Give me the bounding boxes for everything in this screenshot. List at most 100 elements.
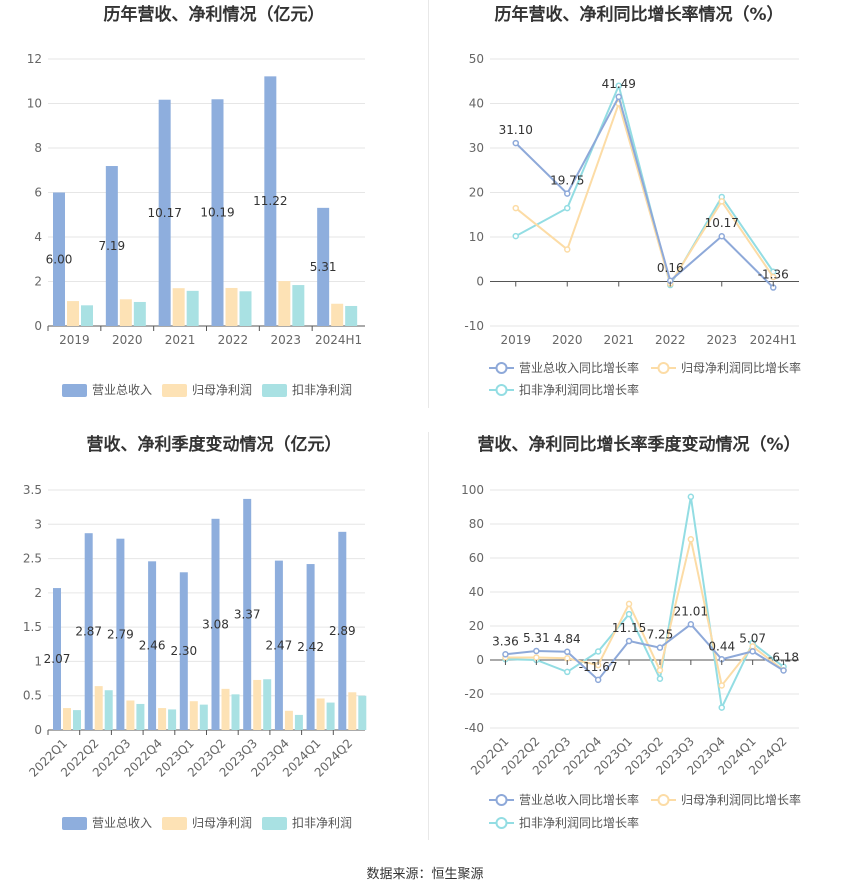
- y-tick-label: -20: [464, 687, 484, 701]
- series-point: [780, 667, 787, 674]
- bar-net-profit: [348, 692, 357, 730]
- legend-marker: [495, 794, 508, 806]
- bar-deducted-profit: [81, 305, 93, 326]
- legend-label: 归母净利润同比增长率: [681, 792, 801, 807]
- bar-net-profit: [126, 700, 135, 730]
- y-tick-label: 40: [469, 585, 484, 599]
- y-tick-label: -40: [464, 721, 484, 735]
- x-tick-label: 2021: [165, 333, 196, 347]
- quarterly-growth-rate-chart: 营收、净利同比增长率季度变动情况（%） -40 -20 0 20 40 60 80 100 3.3…: [461, 434, 801, 830]
- x-tick-label: 2024H1: [750, 333, 797, 347]
- data-label: 11.15: [612, 621, 646, 635]
- data-label: 5.31: [310, 260, 337, 274]
- series-point: [615, 93, 622, 101]
- y-tick-label: 1.5: [23, 620, 42, 634]
- chart-title: 历年营收、净利情况（亿元）: [104, 4, 325, 25]
- y-tick-label: 30: [469, 141, 484, 155]
- y-tick-label: 80: [469, 517, 484, 531]
- y-tick-label: 50: [469, 52, 484, 66]
- data-label: 4.84: [554, 632, 581, 646]
- legend-marker: [495, 362, 508, 374]
- legend-marker: [657, 794, 670, 806]
- legend-marker: [657, 362, 670, 374]
- data-label: 2.87: [75, 625, 102, 639]
- y-tick-label: 10: [27, 97, 42, 111]
- series-point: [512, 232, 519, 240]
- legend-label: 归母净利润同比增长率: [681, 360, 801, 375]
- series-line-1: [505, 539, 785, 688]
- bar-net-profit: [221, 688, 230, 730]
- bar-deducted-profit: [104, 690, 113, 730]
- bar-net-profit: [331, 303, 344, 326]
- bar-revenue: [338, 531, 347, 730]
- data-label: 31.10: [499, 123, 533, 137]
- y-tick-label: 100: [461, 483, 484, 497]
- bar-revenue: [317, 207, 330, 326]
- bar-net-profit: [172, 288, 185, 326]
- bar-deducted-profit: [73, 710, 81, 730]
- legend-label: 归母净利润: [192, 816, 252, 830]
- y-tick-label: -10: [464, 319, 484, 333]
- data-label: 10.17: [147, 206, 181, 220]
- quarterly-revenue-profit-chart: 营收、净利季度变动情况（亿元） 0 0.5 1 1.5 2 2.5 3 3.5 2.07 2.87 2…: [23, 434, 367, 830]
- data-label: 3.08: [202, 617, 229, 631]
- legend-marker: [495, 384, 508, 396]
- bar-revenue: [53, 192, 65, 326]
- series-line-1: [515, 100, 775, 287]
- y-tick-label: 6: [34, 186, 42, 200]
- series-point: [687, 493, 695, 501]
- legend-label: 营业总收入同比增长率: [519, 792, 639, 807]
- bar-net-profit: [63, 708, 71, 730]
- data-label: 11.22: [253, 194, 287, 208]
- y-tick-label: 2: [34, 275, 42, 289]
- bar-net-profit: [278, 281, 291, 326]
- series-line-0: [505, 622, 785, 682]
- y-tick-label: 2.5: [23, 552, 42, 566]
- x-tick-label: 2024H1: [315, 333, 362, 347]
- x-tick-label: 2021: [603, 333, 634, 347]
- legend-swatch: [162, 817, 187, 830]
- series-point: [564, 648, 571, 656]
- bar-deducted-profit: [239, 291, 252, 326]
- series-point: [594, 676, 602, 684]
- series-point: [656, 675, 664, 682]
- data-label: 2.47: [266, 638, 293, 652]
- y-tick-label: 8: [34, 141, 42, 155]
- data-label: 6.00: [46, 252, 73, 266]
- bar-deducted-profit: [231, 694, 240, 730]
- bar-revenue: [53, 588, 61, 730]
- bar-revenue: [211, 518, 220, 730]
- data-label: 41.49: [602, 77, 636, 91]
- legend-swatch: [62, 817, 87, 830]
- data-label: 7.19: [98, 239, 125, 253]
- data-label: 0.44: [708, 639, 735, 653]
- bar-net-profit: [67, 301, 79, 326]
- series-point: [533, 654, 540, 661]
- bar-net-profit: [253, 679, 262, 730]
- series-point: [615, 82, 622, 89]
- data-label: 2.89: [329, 624, 356, 638]
- legend-swatch: [62, 384, 87, 397]
- bar-revenue: [116, 538, 125, 730]
- x-tick-label: 2020: [552, 333, 583, 347]
- legend-label: 扣非净利润同比增长率: [519, 815, 639, 830]
- bar-deducted-profit: [358, 695, 367, 730]
- legend-label: 营业总收入同比增长率: [519, 360, 639, 375]
- bar-deducted-profit: [186, 290, 199, 326]
- bar-deducted-profit: [292, 285, 305, 326]
- y-tick-label: 0: [476, 275, 484, 289]
- data-label: 21.01: [674, 604, 708, 618]
- data-label: -6.18: [768, 651, 799, 665]
- series-point: [564, 668, 571, 676]
- bar-deducted-profit: [168, 709, 177, 730]
- bar-net-profit: [225, 287, 238, 326]
- legend-label: 扣非净利润同比增长率: [519, 382, 639, 397]
- y-tick-label: 20: [469, 186, 484, 200]
- bar-deducted-profit: [199, 704, 208, 730]
- y-tick-label: 12: [27, 52, 42, 66]
- legend-label: 扣非净利润: [292, 816, 352, 830]
- bar-net-profit: [94, 686, 103, 730]
- series-point: [564, 204, 571, 212]
- y-tick-label: 3: [34, 517, 42, 531]
- bar-revenue: [179, 572, 188, 730]
